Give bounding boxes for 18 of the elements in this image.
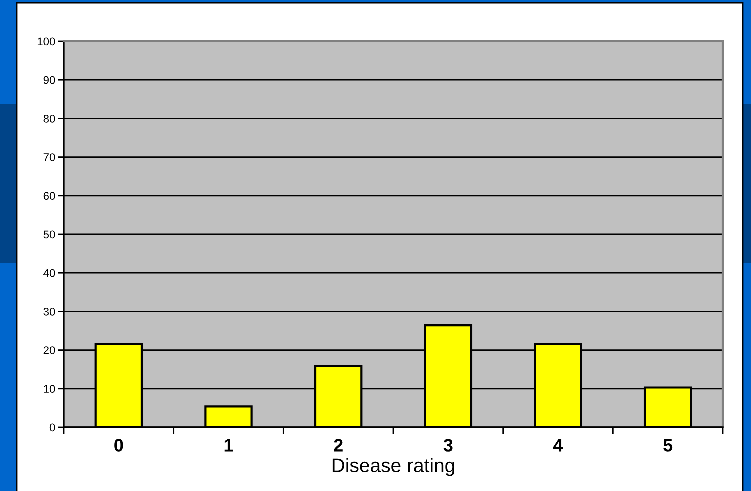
- y-tick-label: 30: [44, 308, 56, 316]
- x-tick-label: 1: [224, 439, 234, 452]
- y-tick-label: 90: [44, 76, 56, 84]
- y-tick-label: 50: [44, 230, 56, 239]
- y-tick-label: 20: [44, 346, 56, 354]
- x-axis-title: Disease rating: [332, 458, 454, 476]
- y-tick-label: 40: [44, 269, 56, 278]
- x-tick-label: 5: [664, 439, 673, 452]
- y-tick-label: 80: [44, 114, 56, 123]
- x-tick-label: 4: [554, 439, 564, 452]
- y-tick-label: 70: [44, 154, 56, 162]
- y-tick-label: 100: [38, 38, 56, 46]
- y-tick-label: 0: [50, 424, 56, 432]
- y-tick-label: 60: [44, 192, 56, 200]
- y-tick-label: 10: [44, 385, 56, 394]
- x-tick-label: 2: [334, 439, 343, 452]
- x-tick-label: 0: [114, 439, 124, 452]
- x-tick-label: 3: [444, 439, 453, 452]
